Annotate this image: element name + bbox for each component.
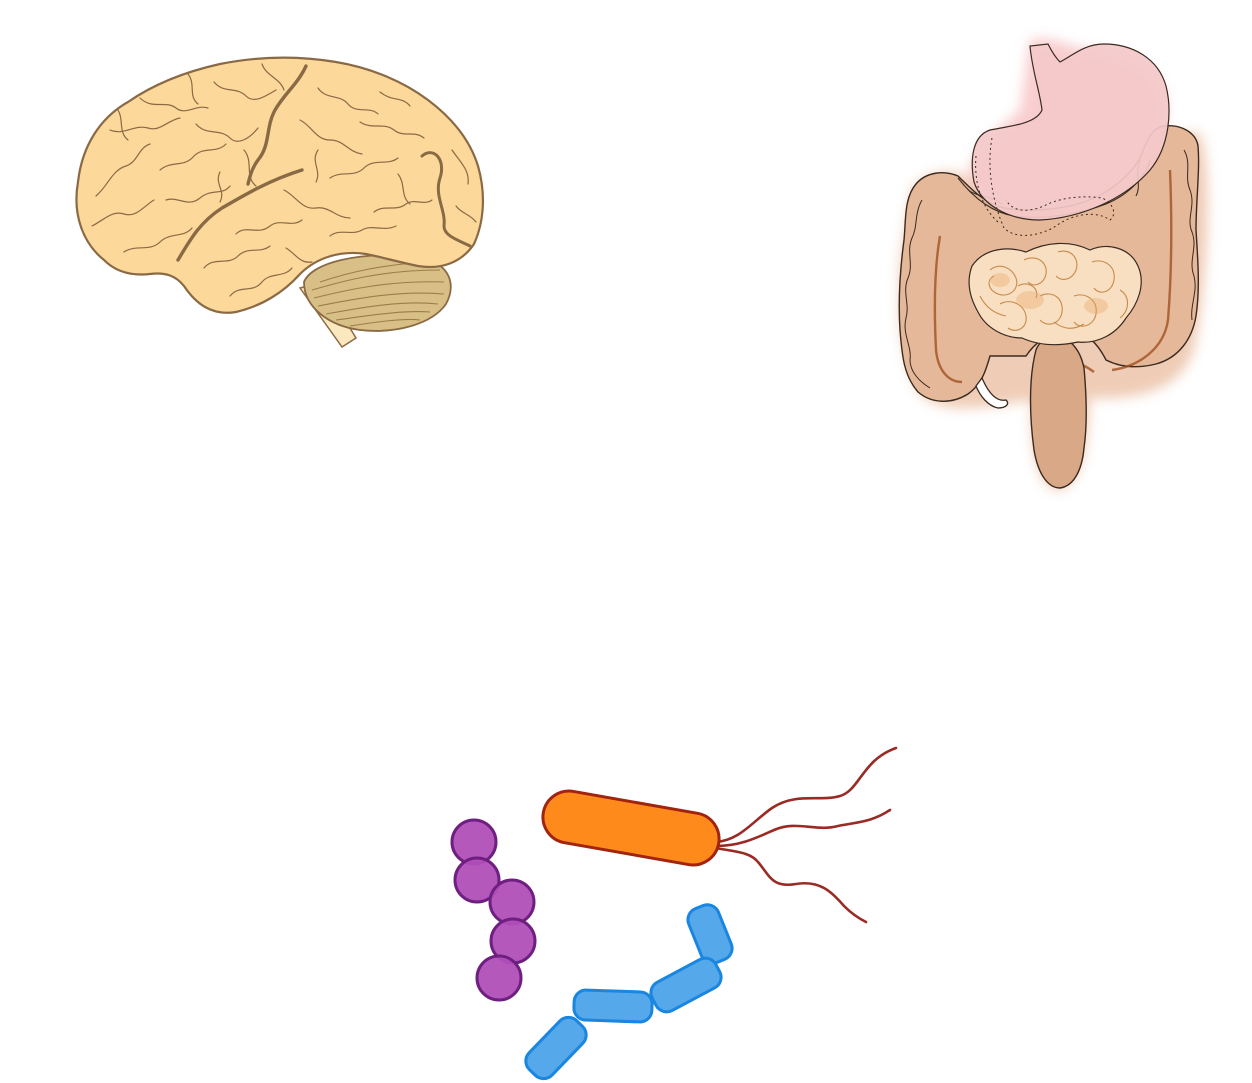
cerebellum xyxy=(303,254,452,332)
flagella xyxy=(714,746,898,924)
stomach xyxy=(971,43,1170,221)
rod-cell xyxy=(524,1015,588,1081)
coccus-cell xyxy=(453,856,501,904)
bacillus-cell xyxy=(541,789,721,867)
rod-cell xyxy=(572,988,654,1024)
rod-cell xyxy=(686,903,734,965)
coccus-cell xyxy=(475,954,523,1002)
cerebrum xyxy=(75,56,485,314)
pancreas-outline xyxy=(989,137,1115,236)
rod-chain xyxy=(524,903,734,1081)
digestive-tract-icon xyxy=(898,38,1208,490)
lateral-sulcus xyxy=(176,168,304,262)
streptococcus-chain xyxy=(450,818,537,1002)
rectum xyxy=(1029,335,1088,489)
coccus-cell xyxy=(488,878,536,926)
central-sulcus xyxy=(246,64,308,186)
brain-icon xyxy=(75,56,485,349)
bacteria-icon xyxy=(450,746,898,1081)
rod-cell xyxy=(649,956,723,1014)
appendix xyxy=(975,376,1009,409)
small-intestine xyxy=(968,242,1142,346)
